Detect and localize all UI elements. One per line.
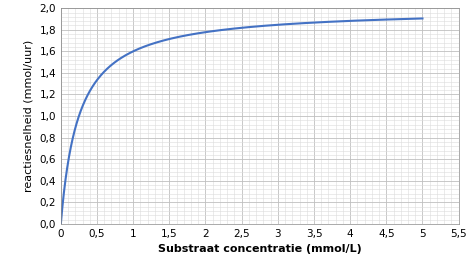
X-axis label: Substraat concentratie (mmol/L): Substraat concentratie (mmol/L): [158, 244, 362, 254]
Y-axis label: reactiesnelheid (mmol/uur): reactiesnelheid (mmol/uur): [24, 40, 34, 192]
